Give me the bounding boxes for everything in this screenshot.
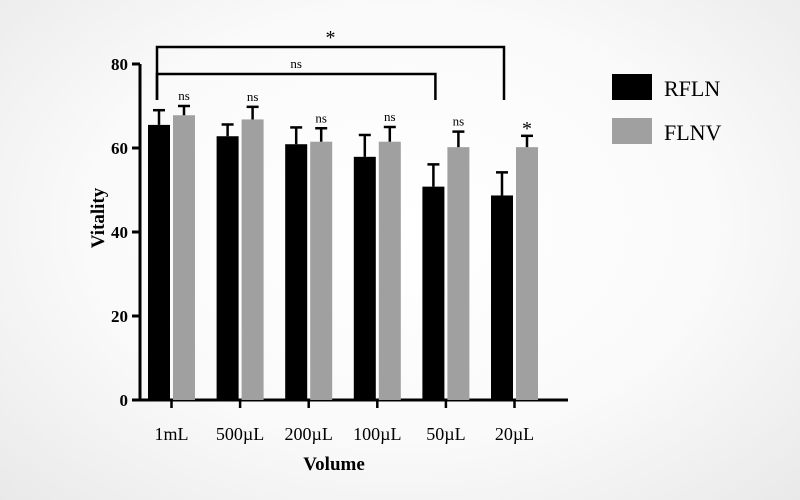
pair-significance-label: ns: [247, 89, 259, 104]
legend-label: FLNV: [664, 120, 722, 145]
x-tick-label: 500µL: [216, 424, 264, 444]
legend-swatch-rfln: [612, 74, 652, 100]
y-tick-label: 60: [111, 139, 128, 158]
x-axis-title: Volume: [303, 454, 365, 475]
bar-rfln: [285, 144, 308, 400]
bar-flnv: [241, 119, 264, 400]
bar-rfln: [353, 156, 376, 400]
bar-flnv: [447, 147, 470, 400]
pair-significance-label: ns: [453, 114, 465, 129]
pair-significance-label: ns: [178, 88, 190, 103]
x-tick-label: 100µL: [353, 424, 401, 444]
x-tick-label: 1mL: [155, 424, 189, 444]
bar-rfln: [216, 136, 239, 401]
pair-significance-label: ns: [315, 110, 327, 125]
bar-flnv: [378, 141, 401, 400]
legend-swatch-flnv: [612, 118, 652, 144]
pair-significance-label: *: [522, 118, 532, 140]
bar-rfln: [491, 195, 513, 400]
x-tick-label: 20µL: [495, 424, 534, 444]
bar-flnv: [516, 147, 538, 400]
y-tick-label: 40: [111, 223, 128, 242]
bar-rfln: [148, 124, 170, 401]
bar-flnv: [310, 141, 333, 400]
x-tick-label: 200µL: [285, 424, 333, 444]
bar-rfln: [422, 186, 445, 400]
y-tick-label: 80: [111, 55, 128, 74]
legend-label: RFLN: [664, 76, 720, 101]
significance-bracket: [155, 45, 506, 100]
bar-flnv: [173, 115, 195, 401]
bracket-significance-label: ns: [290, 56, 302, 71]
y-tick-label: 20: [111, 307, 128, 326]
y-tick-label: 0: [120, 391, 129, 410]
x-tick-label: 50µL: [426, 424, 465, 444]
bracket-significance-label: *: [326, 27, 336, 49]
significance-bracket: [155, 72, 437, 100]
y-axis-title: Vitality: [88, 187, 109, 248]
pair-significance-label: ns: [384, 109, 396, 124]
legend: RFLN FLNV: [612, 74, 722, 145]
plot-area: 0 20 40 60 80 1mL ns 500µL ns 200µL ns 100µL ns 50µL n…: [111, 27, 568, 444]
